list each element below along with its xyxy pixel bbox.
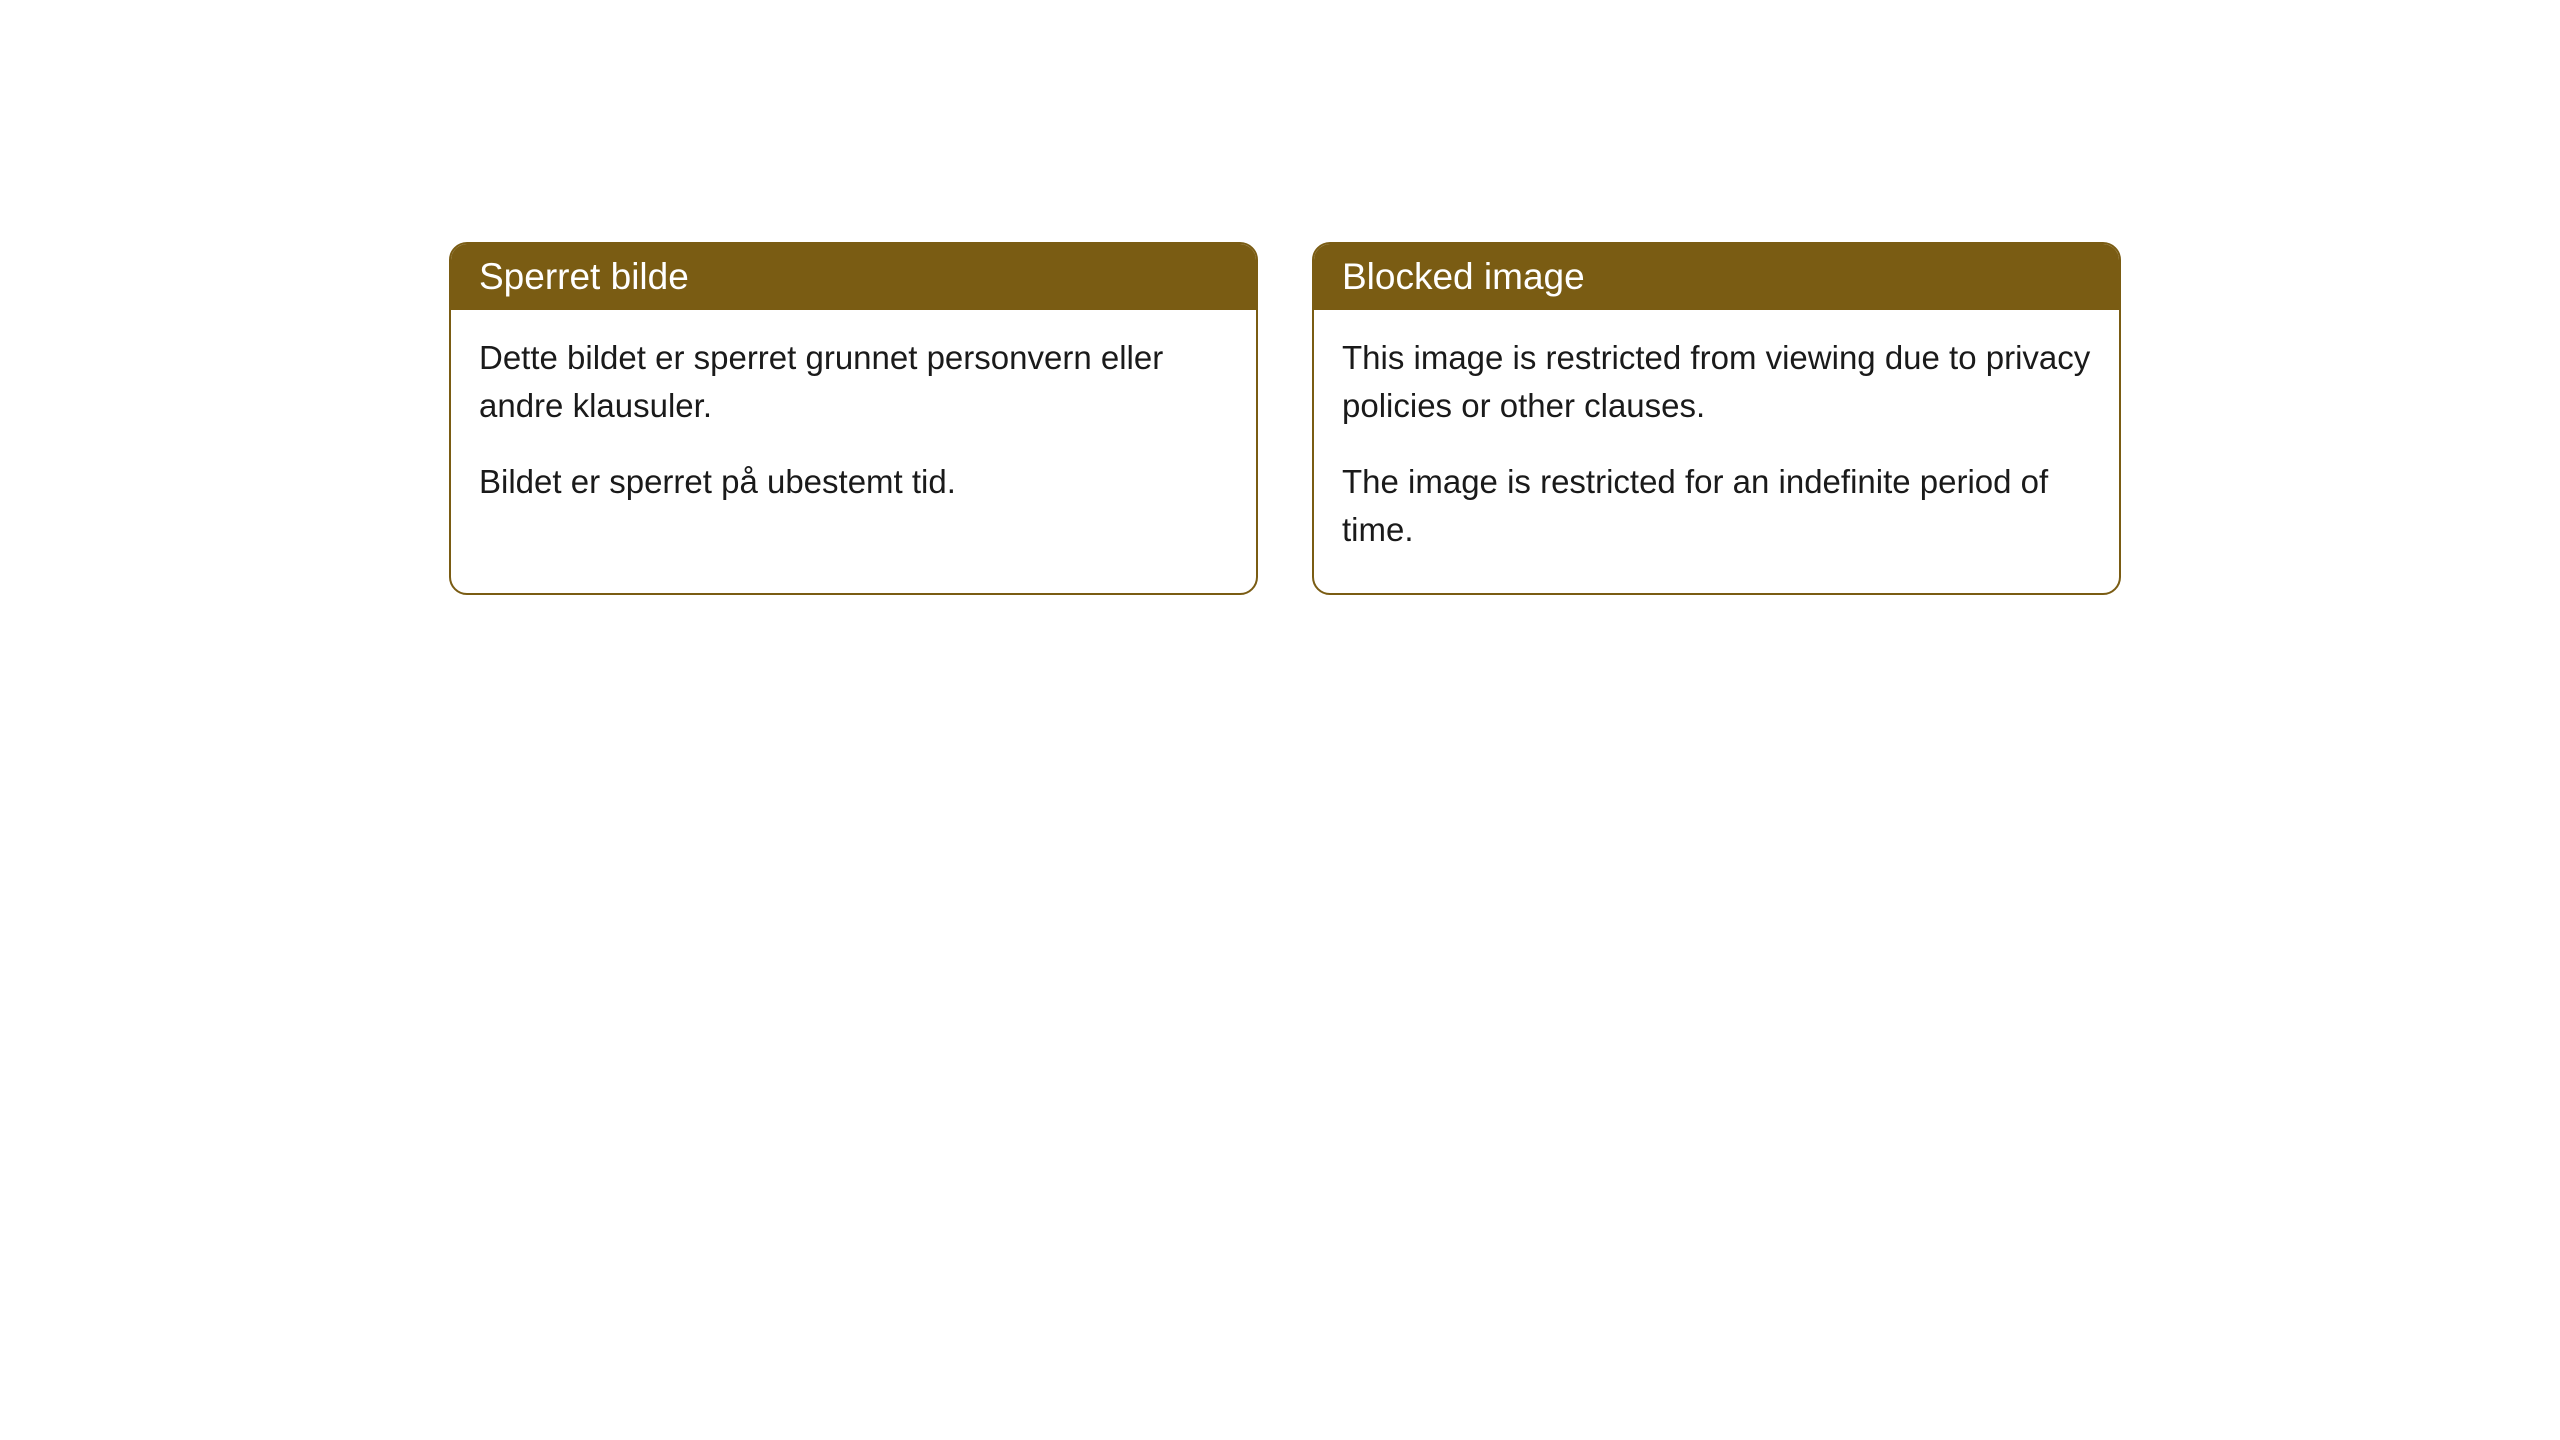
card-title: Blocked image (1342, 256, 1585, 297)
notice-cards-container: Sperret bilde Dette bildet er sperret gr… (449, 242, 2121, 595)
card-header: Sperret bilde (451, 244, 1256, 310)
notice-card-english: Blocked image This image is restricted f… (1312, 242, 2121, 595)
notice-card-norwegian: Sperret bilde Dette bildet er sperret gr… (449, 242, 1258, 595)
card-paragraph: Dette bildet er sperret grunnet personve… (479, 334, 1228, 430)
card-paragraph: The image is restricted for an indefinit… (1342, 458, 2091, 554)
card-title: Sperret bilde (479, 256, 689, 297)
card-paragraph: Bildet er sperret på ubestemt tid. (479, 458, 1228, 506)
card-body: This image is restricted from viewing du… (1314, 310, 2119, 593)
card-header: Blocked image (1314, 244, 2119, 310)
card-body: Dette bildet er sperret grunnet personve… (451, 310, 1256, 546)
card-paragraph: This image is restricted from viewing du… (1342, 334, 2091, 430)
